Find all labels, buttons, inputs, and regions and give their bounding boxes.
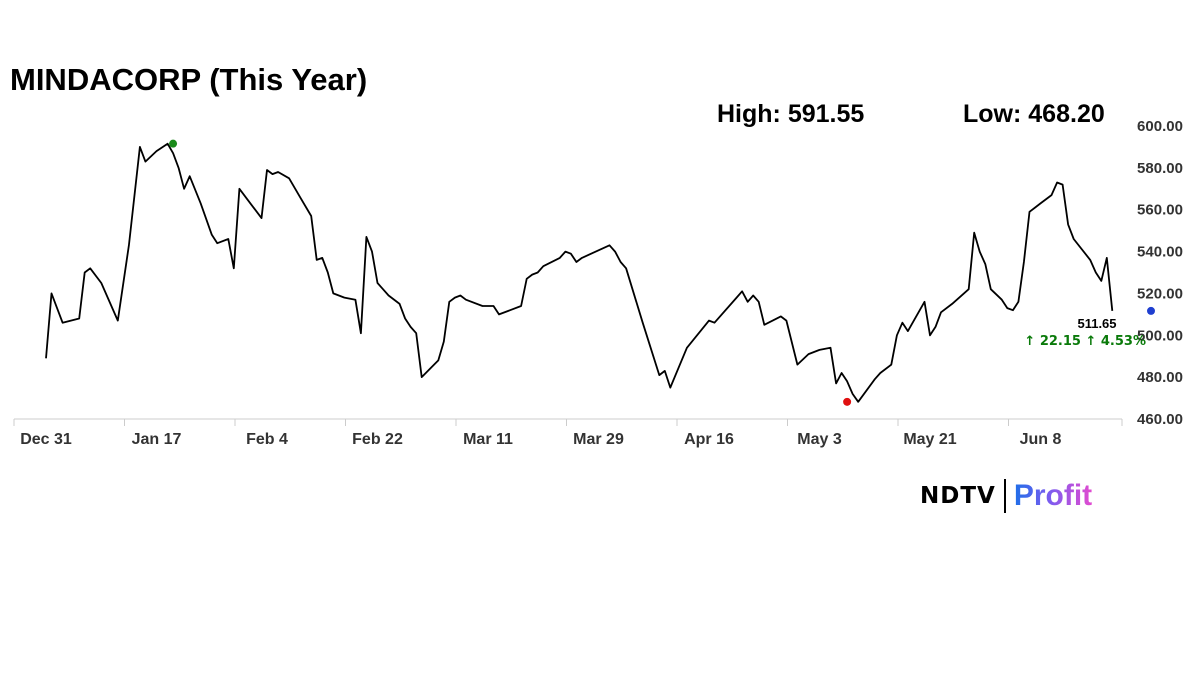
high-stat: High: 591.55: [717, 100, 864, 129]
y-tick-label: 580.00: [1137, 160, 1183, 177]
price-line: [45, 142, 1114, 403]
x-tick-label: Jan 17: [132, 431, 182, 448]
y-tick-label: 540.00: [1137, 244, 1183, 261]
y-tick-label: 460.00: [1137, 411, 1183, 428]
chart-title: MINDACORP (This Year): [10, 62, 368, 97]
high-value: 591.55: [787, 100, 865, 128]
y-tick-label: 600.00: [1137, 118, 1183, 135]
x-tick-label: Feb 4: [246, 431, 288, 448]
low-stat: Low: 468.20: [963, 100, 1105, 129]
x-tick-label: Feb 22: [352, 431, 403, 448]
ndtv-profit-logo: NDTV Profit: [920, 476, 1092, 516]
price-change-label: ↑ 22.15 ↑ 4.53%: [1024, 334, 1146, 349]
x-tick-label: Dec 31: [20, 431, 72, 448]
last-price-marker: [1147, 306, 1155, 315]
x-tick-label: May 3: [797, 431, 842, 448]
low-label: Low:: [963, 100, 1022, 128]
x-axis-ticks: Dec 31 Jan 17 Feb 4 Feb 22 Mar 11 Mar 29 Apr 1…: [13, 419, 1123, 448]
price-labels: 511.65 ↑ 22.15 ↑ 4.53%: [1024, 316, 1146, 349]
y-tick-label: 480.00: [1137, 369, 1183, 386]
x-tick-label: May 21: [903, 431, 956, 448]
y-axis-ticks: 460.00 480.00 500.00 520.00 540.00 560.00 580.…: [1137, 118, 1183, 428]
x-tick-label: Apr 16: [684, 431, 734, 448]
y-tick-label: 560.00: [1137, 202, 1183, 219]
x-tick-label: Mar 11: [463, 431, 513, 448]
x-tick-label: Mar 29: [573, 431, 624, 448]
low-marker: [843, 397, 852, 406]
y-tick-label: 500.00: [1137, 327, 1183, 344]
high-label: High:: [717, 100, 781, 128]
x-tick-label: Jun 8: [1020, 431, 1062, 448]
last-price-label: 511.65: [1077, 316, 1116, 331]
chart-markers: [169, 139, 1155, 406]
brand-divider: [1003, 479, 1006, 513]
y-tick-label: 520.00: [1137, 285, 1183, 302]
price-series: [45, 142, 1114, 403]
low-value: 468.20: [1028, 100, 1105, 128]
high-marker: [169, 139, 178, 148]
brand-ndtv: NDTV: [920, 483, 996, 509]
brand-profit: Profit: [1013, 479, 1093, 512]
